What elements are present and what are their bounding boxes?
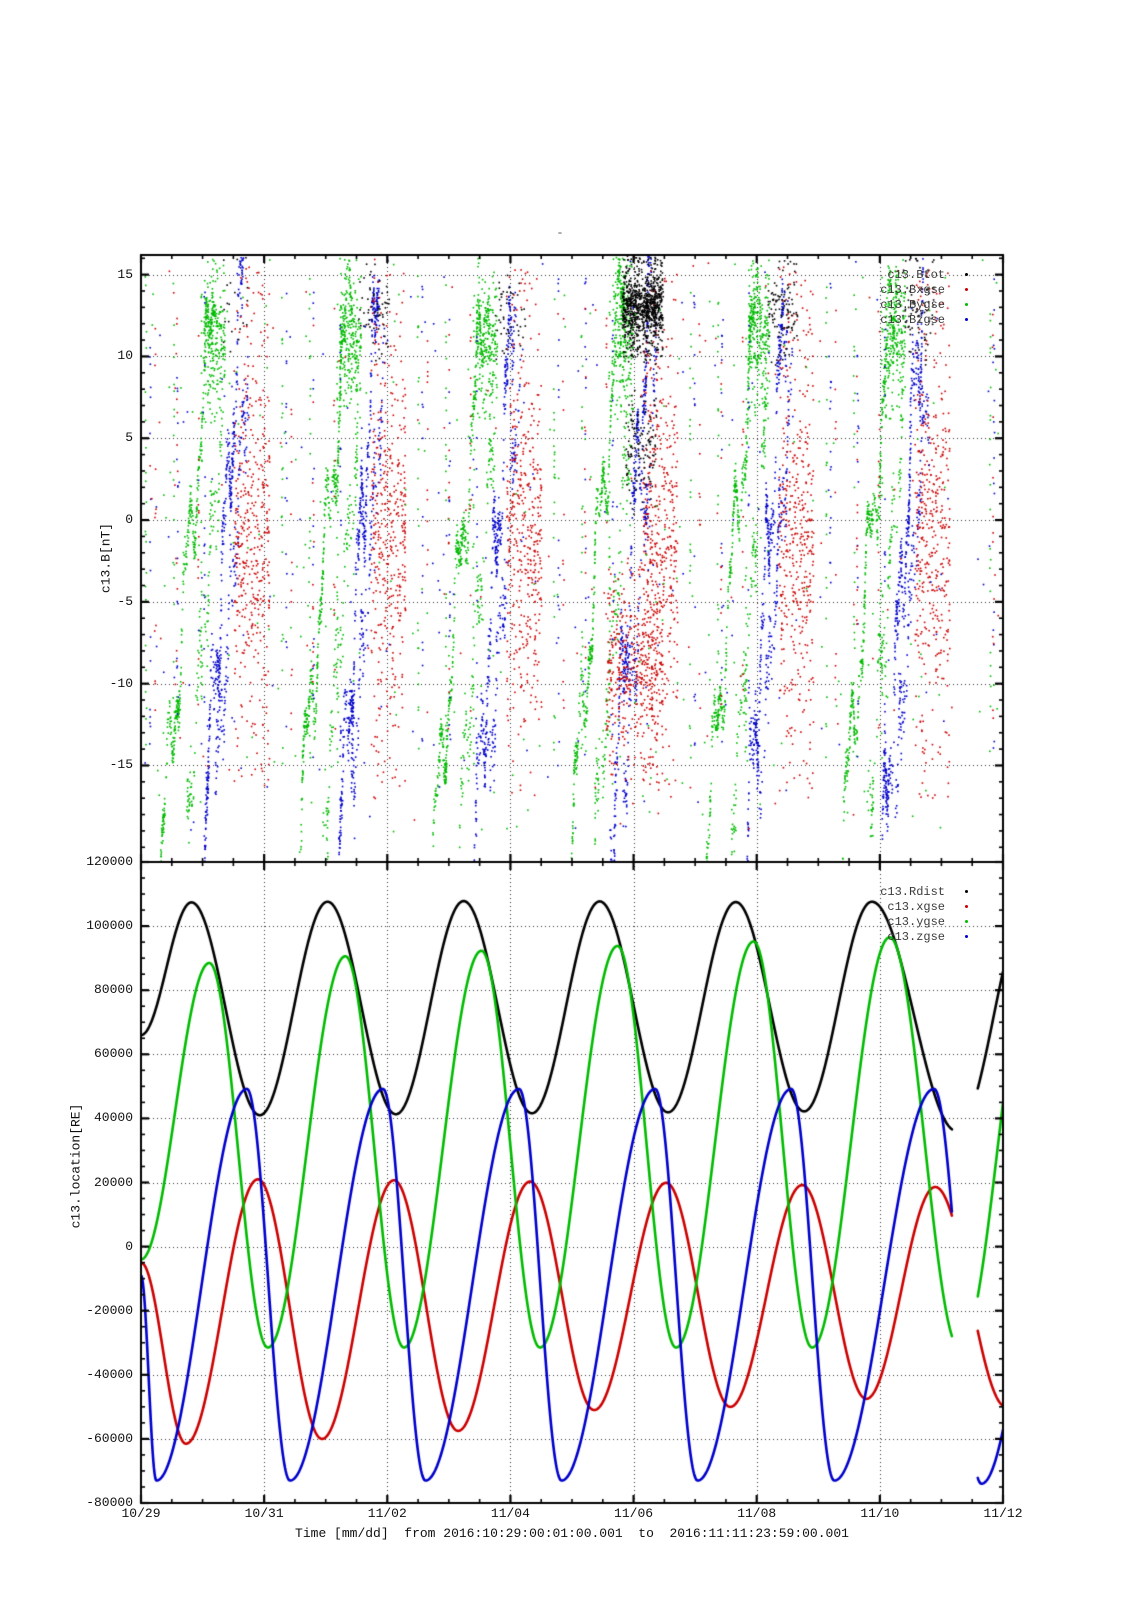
- y-tick-label--5: -5: [117, 593, 133, 609]
- y-tick-label-100000: 100000: [86, 918, 133, 934]
- y-tick-label--60000: -60000: [86, 1430, 133, 1446]
- x-tick-label-11/04: 11/04: [490, 1506, 530, 1521]
- y-tick-label-40000: 40000: [93, 1110, 133, 1126]
- legend-label-c13.Bxgse: c13.Bxgse: [880, 283, 945, 297]
- x-tick-label-11/06: 11/06: [614, 1506, 654, 1521]
- legend-label-c13.Bygse: c13.Bygse: [880, 298, 945, 312]
- y-tick-label--15: -15: [109, 757, 133, 773]
- y-tick-label--10: -10: [109, 675, 133, 691]
- y-tick-label--80000: -80000: [86, 1495, 133, 1510]
- y-tick-label-0: 0: [125, 1238, 133, 1254]
- legend-marker-c13.Bxgse: [965, 288, 968, 291]
- y-tick-label-80000: 80000: [93, 982, 133, 998]
- legend-label-c13.zgse: c13.zgse: [887, 930, 945, 944]
- legend-label-c13.Btot: c13.Btot: [887, 268, 945, 282]
- y-tick-label--40000: -40000: [86, 1366, 133, 1382]
- y-tick-label-0: 0: [125, 512, 133, 528]
- plot-title-mark: -: [556, 226, 564, 240]
- legend-marker-c13.ygse: [965, 920, 968, 923]
- x-tick-label-11/02: 11/02: [367, 1506, 407, 1521]
- y-tick-label-20000: 20000: [93, 1174, 133, 1190]
- legend-marker-c13.Bzgse: [965, 318, 968, 321]
- time-axis-caption: Time [mm/dd] from 2016:10:29:00:01:00.00…: [295, 1526, 849, 1541]
- legend-marker-c13.zgse: [965, 935, 968, 938]
- legend-label-c13.xgse: c13.xgse: [887, 900, 945, 914]
- legend-label-c13.Rdist: c13.Rdist: [880, 885, 945, 899]
- x-tick-label-11/12: 11/12: [983, 1506, 1023, 1521]
- y-tick-label-60000: 60000: [93, 1046, 133, 1062]
- y-tick-label--20000: -20000: [86, 1302, 133, 1318]
- legend-marker-c13.Rdist: [965, 890, 968, 893]
- panel1-y-axis-label: c13.B[nT]: [98, 522, 114, 594]
- y-tick-label-120000: 120000: [86, 854, 133, 869]
- y-tick-label-15: 15: [117, 266, 133, 282]
- legend-label-c13.ygse: c13.ygse: [887, 915, 945, 929]
- x-tick-label-11/08: 11/08: [737, 1506, 777, 1521]
- legend-marker-c13.Btot: [965, 273, 968, 276]
- x-tick-label-10/29: 10/29: [121, 1506, 161, 1521]
- x-tick-label-11/10: 11/10: [860, 1506, 900, 1521]
- legend-marker-c13.Bygse: [965, 303, 968, 306]
- legend-label-c13.Bzgse: c13.Bzgse: [880, 313, 945, 327]
- y-tick-label-10: 10: [117, 348, 133, 364]
- y-tick-label-5: 5: [125, 430, 133, 446]
- x-tick-label-10/31: 10/31: [244, 1506, 284, 1521]
- legend-marker-c13.xgse: [965, 905, 968, 908]
